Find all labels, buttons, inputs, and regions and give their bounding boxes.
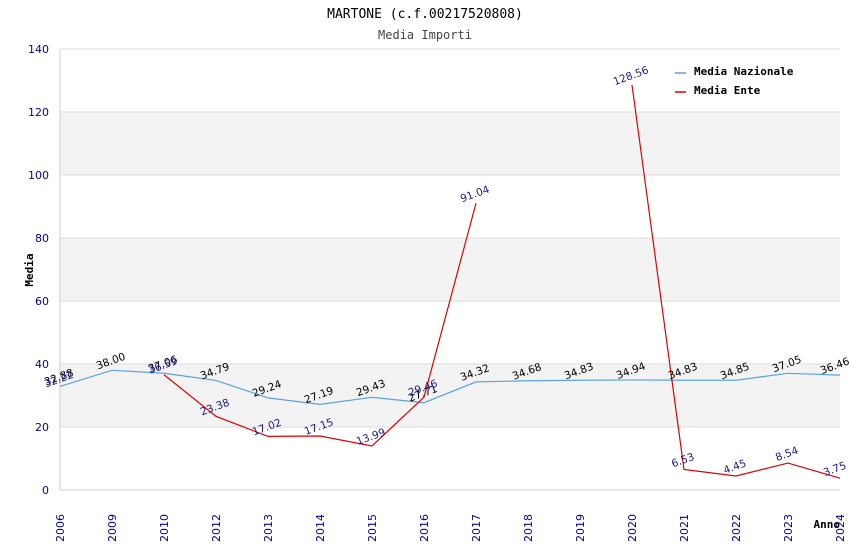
y-tick-label: 40 (35, 358, 49, 371)
data-label-ente: 91.04 (459, 184, 492, 206)
data-label-ente: 6.53 (670, 451, 696, 470)
series-line-media-nazionale (59, 369, 841, 405)
legend: Media Nazionale Media Ente (675, 65, 794, 97)
x-tick-label: 2006 (54, 514, 67, 542)
x-tick-labels: 2006 2009 2010 2012 2013 2014 2015 2016 2017 2018… (54, 514, 847, 542)
chart-subtitle: Media Importi (378, 28, 472, 42)
band-100 (60, 112, 840, 175)
y-tick-label: 20 (35, 421, 49, 434)
x-tick-label: 2024 (834, 514, 847, 542)
x-tick-label: 2010 (158, 514, 171, 542)
y-axis-label: Media (23, 253, 36, 286)
y-tick-labels: 0 20 40 60 80 100 120 140 (28, 43, 49, 497)
x-tick-label: 2018 (522, 514, 535, 542)
series-line-media-ente-1 (163, 203, 477, 447)
x-tick-label: 2017 (470, 514, 483, 542)
x-tick-label: 2014 (314, 514, 327, 542)
axes (59, 49, 840, 491)
y-tick-label: 140 (28, 43, 49, 56)
legend-label-nazionale: Media Nazionale (694, 65, 794, 78)
x-tick-label: 2021 (678, 514, 691, 542)
x-tick-label: 2015 (366, 514, 379, 542)
x-axis-label: Anno (814, 518, 841, 531)
legend-label-ente: Media Ente (694, 84, 761, 97)
series-line-media-ente-2 (631, 84, 841, 479)
background-bands (60, 112, 840, 427)
x-tick-label: 2019 (574, 514, 587, 542)
x-tick-label: 2009 (106, 514, 119, 542)
data-label-ente: 128.56 (612, 64, 651, 88)
series-lines (59, 84, 841, 479)
data-label-ente: 13.99 (355, 426, 387, 448)
y-tick-label: 0 (42, 484, 49, 497)
y-tick-label: 100 (28, 169, 49, 182)
x-tick-label: 2012 (210, 514, 223, 542)
band-60 (60, 238, 840, 301)
x-tick-label: 2023 (782, 514, 795, 542)
data-label-ente: 8.54 (774, 445, 800, 464)
y-tick-label: 120 (28, 106, 49, 119)
y-tick-label: 80 (35, 232, 49, 245)
x-tick-label: 2016 (418, 514, 431, 542)
chart-title: MARTONE (c.f.00217520808) (327, 7, 523, 22)
x-tick-label: 2022 (730, 514, 743, 542)
y-tick-label: 60 (35, 295, 49, 308)
x-tick-label: 2020 (626, 514, 639, 542)
x-tick-label: 2013 (262, 514, 275, 542)
